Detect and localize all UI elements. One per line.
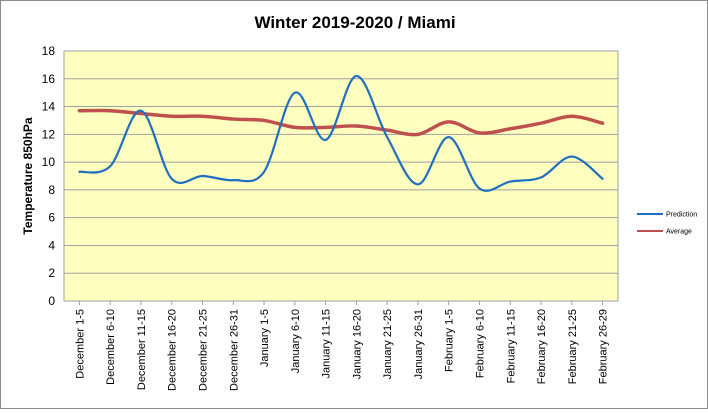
series-line-prediction: [78, 74, 604, 192]
x-tick-label: January 1-5: [259, 309, 271, 367]
y-tick-label: 8: [48, 183, 55, 197]
y-tick-label: 12: [42, 127, 56, 141]
x-tick-label: January 26-31: [413, 309, 425, 379]
x-tick-label: December 21-25: [198, 309, 210, 391]
legend-label: Prediction: [666, 212, 697, 219]
series-line-average: [77, 108, 605, 137]
y-tick-label: 14: [42, 100, 56, 114]
x-tick-label: December 26-31: [228, 309, 240, 391]
x-tick-label: February 26-29: [598, 309, 610, 384]
x-tick-label: December 16-20: [167, 309, 179, 391]
x-tick-label: January 21-25: [382, 309, 394, 379]
legend: Prediction Average: [637, 212, 697, 236]
x-tick-label: January 6-10: [290, 309, 302, 373]
x-axis-tick-labels: December 1-5 December 6-10 December 11-15 D…: [74, 301, 610, 391]
y-tick-label: 10: [42, 155, 56, 169]
x-tick-label: January 16-20: [351, 309, 363, 379]
x-tick-label: February 1-5: [444, 309, 456, 372]
legend-label: Average: [666, 229, 692, 236]
chart-title: Winter 2019-2020 / Miami: [254, 13, 455, 32]
y-tick-label: 4: [48, 238, 55, 252]
y-tick-label: 16: [42, 72, 56, 86]
y-axis-title: Temperature 850hPa: [21, 117, 35, 234]
plot-area: [63, 50, 619, 302]
x-tick-label: January 11-15: [321, 309, 333, 379]
x-tick-label: December 6-10: [105, 309, 117, 385]
y-tick-label: 6: [48, 211, 55, 225]
series-lines: [77, 74, 605, 192]
y-tick-label: 18: [42, 44, 56, 58]
y-tick-label: 0: [48, 294, 55, 308]
y-axis-tick-labels: 0 2 4 6 8 10 12 14 16 18: [42, 44, 56, 308]
y-tick-label: 2: [48, 266, 55, 280]
x-tick-label: February 11-15: [505, 309, 517, 383]
x-tick-label: February 21-25: [567, 309, 579, 384]
x-tick-label: December 1-5: [74, 309, 86, 379]
x-tick-label: February 6-10: [475, 309, 487, 378]
grid-lines: [64, 78, 618, 274]
x-tick-label: February 16-20: [536, 309, 548, 384]
x-tick-label: December 11-15: [136, 309, 148, 390]
